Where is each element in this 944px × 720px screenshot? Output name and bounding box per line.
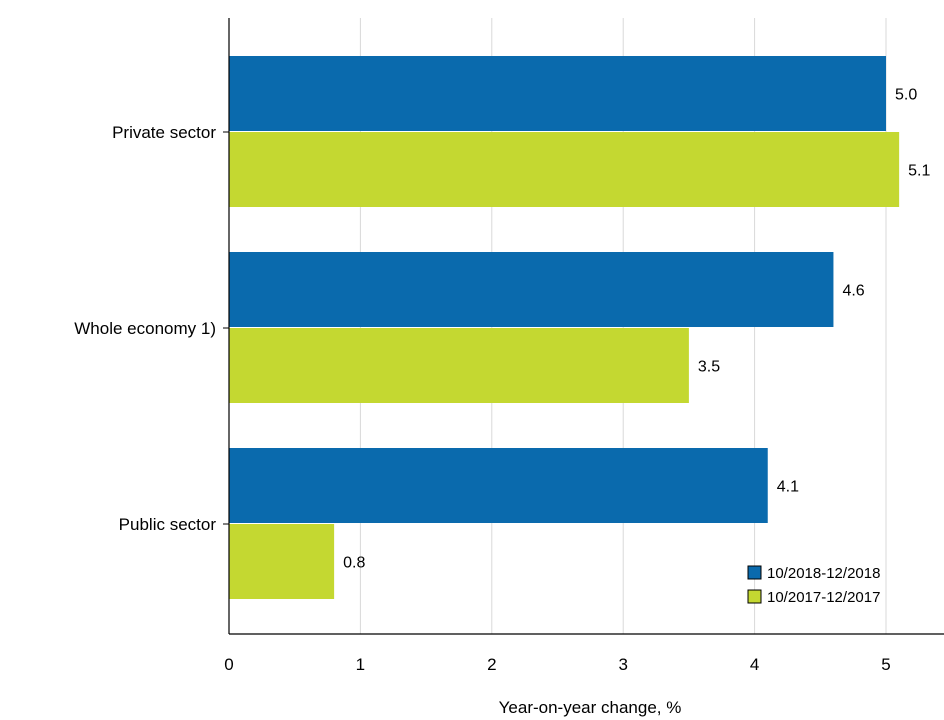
data-label: 5.1: [908, 163, 930, 180]
axes: [223, 18, 944, 635]
x-tick-label: 2: [487, 655, 496, 674]
bar: [229, 328, 689, 403]
bar: [229, 132, 900, 207]
category-label: Private sector: [112, 123, 216, 142]
bar: [229, 56, 886, 131]
legend-swatch: [747, 565, 762, 580]
data-label: 4.6: [842, 283, 864, 300]
data-label: 5.0: [895, 87, 917, 104]
bars: [229, 56, 900, 599]
x-tick-labels: 0 1 2 3 4 5: [224, 655, 890, 674]
legend-entry: 10/2018-12/2018: [767, 565, 880, 582]
bar: [229, 524, 335, 599]
bar: [229, 252, 834, 327]
x-tick-label: 3: [618, 655, 627, 674]
x-tick-label: 5: [881, 655, 890, 674]
data-label: 3.5: [698, 359, 720, 376]
category-labels: Private sector Whole economy 1) Public sec…: [74, 123, 216, 534]
x-tick-label: 0: [224, 655, 233, 674]
x-tick-label: 1: [356, 655, 365, 674]
x-axis-title: Year-on-year change, %: [499, 698, 682, 717]
category-label: Public sector: [119, 515, 217, 534]
data-labels: 5.0 5.1 4.6 3.5 4.1 0.8: [343, 87, 930, 572]
legend-swatch: [747, 589, 762, 604]
x-tick-label: 4: [750, 655, 759, 674]
data-label: 4.1: [777, 479, 799, 496]
legend: 10/2018-12/2018 10/2017-12/2017: [747, 565, 880, 606]
category-label: Whole economy 1): [74, 319, 216, 338]
data-label: 0.8: [343, 555, 365, 572]
bar: [229, 448, 768, 523]
legend-entry: 10/2017-12/2017: [767, 589, 880, 606]
